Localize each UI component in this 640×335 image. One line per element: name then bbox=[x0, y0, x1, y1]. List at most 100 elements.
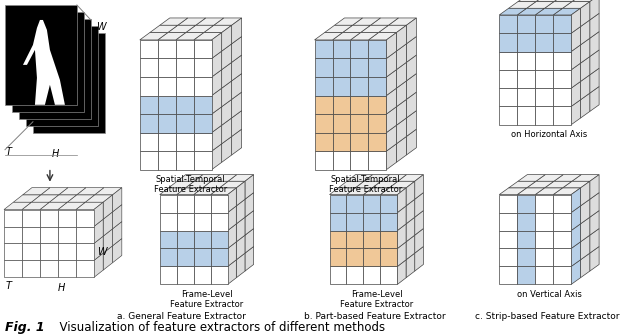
Polygon shape bbox=[40, 226, 58, 244]
Polygon shape bbox=[369, 151, 387, 170]
Polygon shape bbox=[499, 15, 517, 33]
Polygon shape bbox=[232, 111, 242, 136]
Text: Spatial-Temporal: Spatial-Temporal bbox=[331, 175, 400, 184]
Polygon shape bbox=[177, 230, 194, 249]
Polygon shape bbox=[314, 133, 333, 151]
Polygon shape bbox=[176, 58, 194, 77]
Polygon shape bbox=[535, 213, 553, 230]
Polygon shape bbox=[85, 195, 113, 202]
Polygon shape bbox=[194, 249, 211, 266]
Polygon shape bbox=[158, 151, 176, 170]
Polygon shape bbox=[387, 70, 396, 95]
Polygon shape bbox=[396, 81, 406, 107]
Polygon shape bbox=[396, 136, 406, 162]
Polygon shape bbox=[553, 70, 571, 88]
Polygon shape bbox=[58, 210, 76, 226]
Polygon shape bbox=[396, 99, 406, 125]
Polygon shape bbox=[364, 195, 380, 213]
Polygon shape bbox=[228, 175, 253, 181]
Polygon shape bbox=[314, 77, 333, 95]
Polygon shape bbox=[387, 51, 396, 77]
Polygon shape bbox=[113, 188, 122, 212]
Polygon shape bbox=[553, 249, 571, 266]
Polygon shape bbox=[194, 213, 211, 230]
Polygon shape bbox=[140, 95, 158, 114]
Polygon shape bbox=[22, 188, 50, 195]
Polygon shape bbox=[380, 195, 397, 213]
Polygon shape bbox=[22, 244, 40, 260]
Polygon shape bbox=[212, 144, 221, 170]
Polygon shape bbox=[330, 249, 346, 266]
Polygon shape bbox=[194, 175, 220, 181]
Polygon shape bbox=[387, 107, 396, 133]
Polygon shape bbox=[314, 114, 333, 133]
Polygon shape bbox=[517, 213, 535, 230]
Polygon shape bbox=[571, 206, 580, 230]
Polygon shape bbox=[535, 70, 553, 88]
Polygon shape bbox=[406, 111, 417, 136]
Polygon shape bbox=[355, 181, 381, 188]
Polygon shape bbox=[590, 228, 599, 253]
Polygon shape bbox=[527, 2, 554, 8]
Polygon shape bbox=[211, 195, 228, 213]
Polygon shape bbox=[22, 260, 40, 277]
Polygon shape bbox=[177, 188, 202, 195]
Polygon shape bbox=[571, 242, 580, 266]
Polygon shape bbox=[221, 25, 232, 51]
Text: T: T bbox=[6, 281, 12, 291]
Polygon shape bbox=[212, 32, 221, 58]
Polygon shape bbox=[236, 181, 245, 206]
Polygon shape bbox=[381, 175, 406, 181]
Polygon shape bbox=[232, 74, 242, 99]
Text: on Vertical Axis: on Vertical Axis bbox=[516, 290, 582, 299]
Polygon shape bbox=[397, 175, 424, 181]
Polygon shape bbox=[176, 133, 194, 151]
Polygon shape bbox=[333, 32, 360, 40]
Polygon shape bbox=[353, 18, 380, 25]
Polygon shape bbox=[571, 100, 580, 125]
Bar bbox=[19, 19, 91, 119]
Polygon shape bbox=[535, 195, 553, 213]
Polygon shape bbox=[212, 51, 221, 77]
Polygon shape bbox=[196, 18, 223, 25]
Polygon shape bbox=[103, 246, 113, 270]
Polygon shape bbox=[364, 249, 380, 266]
Polygon shape bbox=[387, 88, 396, 114]
Polygon shape bbox=[590, 247, 599, 271]
Polygon shape bbox=[580, 2, 590, 26]
Polygon shape bbox=[103, 195, 113, 219]
Polygon shape bbox=[571, 8, 580, 33]
Polygon shape bbox=[571, 81, 580, 107]
Text: H: H bbox=[52, 149, 60, 159]
Text: W: W bbox=[97, 248, 106, 258]
Polygon shape bbox=[590, 211, 599, 235]
Polygon shape bbox=[245, 247, 253, 271]
Polygon shape bbox=[4, 210, 22, 226]
Polygon shape bbox=[415, 193, 424, 217]
Polygon shape bbox=[176, 151, 194, 170]
Polygon shape bbox=[406, 55, 417, 81]
Polygon shape bbox=[194, 266, 211, 284]
Polygon shape bbox=[580, 253, 590, 278]
Polygon shape bbox=[346, 266, 364, 284]
Text: c. Strip-based Feature Extractor: c. Strip-based Feature Extractor bbox=[475, 312, 620, 321]
Polygon shape bbox=[535, 230, 553, 249]
Polygon shape bbox=[380, 230, 397, 249]
Polygon shape bbox=[517, 266, 535, 284]
Polygon shape bbox=[369, 133, 387, 151]
Polygon shape bbox=[499, 188, 527, 195]
Polygon shape bbox=[535, 249, 553, 266]
Polygon shape bbox=[415, 247, 424, 271]
Polygon shape bbox=[554, 175, 581, 181]
Polygon shape bbox=[158, 40, 176, 58]
Polygon shape bbox=[553, 15, 571, 33]
Polygon shape bbox=[388, 18, 417, 25]
Polygon shape bbox=[236, 253, 245, 278]
Polygon shape bbox=[517, 33, 535, 52]
Polygon shape bbox=[330, 230, 346, 249]
Polygon shape bbox=[333, 77, 351, 95]
Polygon shape bbox=[406, 253, 415, 278]
Polygon shape bbox=[67, 195, 95, 202]
Polygon shape bbox=[590, 13, 599, 38]
Polygon shape bbox=[221, 136, 232, 162]
